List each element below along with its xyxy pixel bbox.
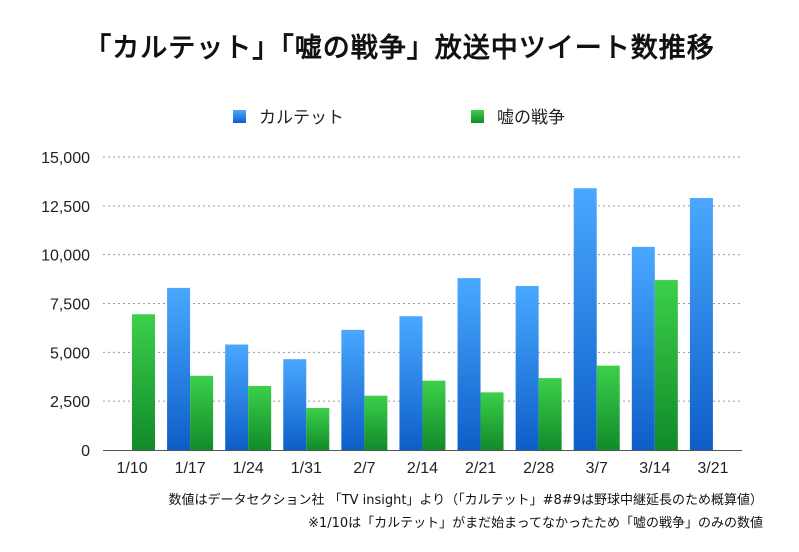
- y-tick-label: 5,000: [50, 345, 90, 362]
- bar-uso-no-senso: [654, 280, 678, 450]
- bar-quartet: [689, 198, 713, 450]
- bar-uso-no-senso: [306, 408, 330, 450]
- bar-quartet: [399, 316, 423, 450]
- x-tick-label: 2/14: [407, 460, 438, 477]
- footnote: ※1/10は「カルテット」がまだ始まってなかったため「嘘の戦争」のみの数値: [308, 516, 763, 531]
- bar-uso-no-senso: [596, 365, 620, 450]
- y-tick-label: 2,500: [50, 394, 90, 411]
- x-tick-label: 2/28: [523, 460, 554, 477]
- source-note: 数値はデータセクション社 「TV insight」より（「カルテット」#8#9は…: [168, 493, 764, 508]
- bar-uso-no-senso: [480, 392, 504, 450]
- bar-quartet: [515, 285, 539, 450]
- x-tick-label: 1/31: [291, 460, 322, 477]
- bar-uso-no-senso: [132, 314, 155, 450]
- bar-quartet: [283, 359, 307, 450]
- bar-quartet: [225, 344, 249, 450]
- y-tick-label: 15,000: [41, 150, 90, 167]
- y-tick-label: 7,500: [50, 297, 90, 314]
- x-tick-label: 2/21: [465, 460, 496, 477]
- chart-title: 「カルテット」「嘘の戦争」放送中ツイート数推移: [84, 33, 715, 64]
- bar-uso-no-senso: [190, 375, 214, 450]
- bar-uso-no-senso: [538, 378, 562, 450]
- bar-uso-no-senso: [422, 380, 446, 450]
- legend-swatch: [233, 110, 246, 123]
- bar-quartet: [573, 188, 597, 450]
- x-tick-label: 1/10: [116, 460, 147, 477]
- legend-swatch: [471, 110, 484, 123]
- bar-quartet: [167, 287, 191, 450]
- x-tick-label: 3/14: [639, 460, 670, 477]
- y-tick-label: 12,500: [41, 199, 90, 216]
- bar-quartet: [457, 278, 481, 450]
- x-tick-label: 3/21: [697, 460, 728, 477]
- x-tick-label: 2/7: [353, 460, 375, 477]
- x-tick-label: 3/7: [586, 460, 608, 477]
- legend-label: 嘘の戦争: [497, 108, 565, 128]
- bar-uso-no-senso: [364, 395, 388, 450]
- y-tick-label: 10,000: [41, 248, 90, 265]
- bar-quartet: [341, 329, 365, 450]
- y-tick-label: 0: [81, 443, 90, 460]
- bar-quartet: [631, 246, 655, 450]
- legend-label: カルテット: [259, 108, 344, 128]
- bar-uso-no-senso: [248, 385, 272, 450]
- x-tick-label: 1/24: [233, 460, 264, 477]
- x-tick-label: 1/17: [175, 460, 206, 477]
